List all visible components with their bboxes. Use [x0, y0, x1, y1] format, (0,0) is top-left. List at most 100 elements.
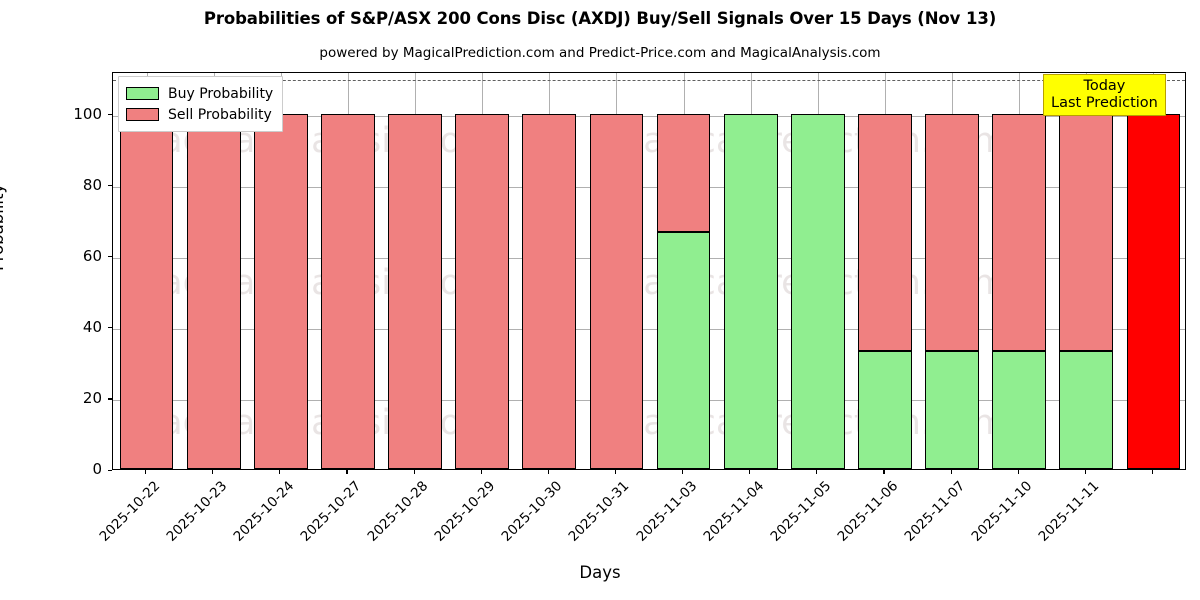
bar-group[interactable]: [119, 73, 174, 469]
chart-title: Probabilities of S&P/ASX 200 Cons Disc (…: [203, 9, 997, 28]
x-tick-label: 2025-10-31: [565, 478, 633, 545]
y-tick-label: 80: [82, 175, 102, 194]
threshold-dashed-line: [113, 80, 1185, 82]
bar-segment-buy[interactable]: [1059, 350, 1114, 469]
bar-segment-buy[interactable]: [656, 231, 711, 469]
x-tick-mark: [212, 470, 214, 474]
bar-segment-sell[interactable]: [858, 113, 912, 351]
y-tick-mark: [108, 256, 112, 258]
x-tick-mark: [950, 470, 952, 474]
x-tick-mark: [480, 470, 482, 474]
legend-item-sell: Sell Probability: [126, 104, 273, 125]
legend-label-sell: Sell Probability: [168, 106, 272, 123]
chart-legend: Buy Probability Sell Probability: [118, 76, 284, 132]
y-tick-label: 40: [82, 317, 102, 336]
x-tick-label: 2025-10-22: [96, 478, 163, 545]
bar-segment-sell[interactable]: [186, 113, 241, 469]
x-tick-label: 2025-11-10: [968, 478, 1036, 545]
bar-group[interactable]: [858, 73, 912, 469]
gridline-y-60: [113, 257, 1185, 259]
today-annotation: Today Last Prediction: [1043, 74, 1166, 117]
x-tick-mark: [547, 470, 549, 474]
x-tick-mark: [145, 470, 147, 474]
gridline-y-80: [113, 186, 1185, 188]
legend-item-buy: Buy Probability: [126, 83, 273, 104]
x-axis-label: Days: [579, 563, 621, 582]
bar-segment-sell[interactable]: [1059, 113, 1114, 351]
x-tick-label: 2025-11-05: [767, 478, 835, 545]
bar-segment-today[interactable]: [1126, 113, 1181, 469]
bar-group[interactable]: [1059, 73, 1114, 469]
x-tick-mark: [1084, 470, 1086, 474]
bar-group[interactable]: [589, 73, 644, 469]
bar-group[interactable]: [790, 73, 845, 469]
x-tick-mark: [346, 470, 348, 474]
y-tick-label: 20: [82, 388, 102, 407]
y-tick-mark: [108, 114, 112, 116]
bar-segment-buy[interactable]: [858, 350, 912, 469]
x-tick-label: 2025-11-03: [633, 478, 700, 545]
x-tick-label: 2025-10-23: [163, 478, 231, 545]
bar-segment-buy[interactable]: [723, 113, 778, 469]
x-tick-mark: [1017, 470, 1019, 474]
bar-group[interactable]: [321, 73, 375, 469]
gridline-y-100: [113, 115, 1185, 117]
bar-segment-sell[interactable]: [992, 113, 1047, 351]
today-annotation-line2: Last Prediction: [1051, 94, 1158, 111]
bar-segment-sell[interactable]: [656, 113, 711, 232]
x-tick-mark: [749, 470, 751, 474]
x-tick-label: 2025-11-11: [1035, 478, 1103, 545]
legend-label-buy: Buy Probability: [168, 85, 274, 102]
bar-segment-buy[interactable]: [992, 350, 1047, 469]
bar-group[interactable]: [186, 73, 241, 469]
y-tick-mark: [108, 185, 112, 187]
y-tick-mark: [108, 327, 112, 329]
y-tick-mark: [108, 469, 112, 471]
bar-segment-sell[interactable]: [522, 113, 577, 469]
x-tick-mark: [1151, 470, 1154, 474]
x-tick-mark: [279, 470, 281, 474]
gridline-y-20: [113, 399, 1185, 401]
bar-group[interactable]: [656, 73, 711, 469]
bar-segment-sell[interactable]: [455, 113, 510, 469]
x-tick-mark: [682, 470, 684, 474]
bar-group[interactable]: [253, 73, 308, 469]
bar-segment-sell[interactable]: [925, 113, 979, 351]
legend-swatch-sell: [126, 108, 159, 121]
bar-group[interactable]: [455, 73, 510, 469]
today-annotation-line1: Today: [1083, 78, 1126, 94]
bar-segment-buy[interactable]: [790, 113, 845, 469]
x-tick-mark: [413, 470, 415, 474]
bar-segment-buy[interactable]: [925, 350, 979, 469]
bar-group[interactable]: [522, 73, 577, 469]
gridline-y-40: [113, 328, 1185, 330]
x-tick-label: 2025-10-28: [364, 478, 432, 545]
bar-segment-sell[interactable]: [253, 113, 308, 469]
y-tick-label: 60: [82, 246, 102, 265]
x-tick-label: 2025-11-07: [901, 478, 969, 545]
x-tick-label: 2025-10-29: [431, 478, 499, 545]
bar-segment-sell[interactable]: [119, 113, 174, 469]
bar-group[interactable]: [388, 73, 442, 469]
bar-group[interactable]: [1126, 73, 1181, 469]
x-tick-label: 2025-11-06: [834, 478, 902, 545]
plot-clip: MagicalAnalysis.comMagicalPrediction.com…: [113, 73, 1185, 469]
y-tick-label: 0: [92, 460, 102, 478]
bar-segment-sell[interactable]: [321, 113, 375, 469]
x-tick-label: 2025-10-24: [230, 478, 298, 545]
chart-subtitle: powered by MagicalPrediction.com and Pre…: [319, 45, 881, 61]
y-axis-label: Probability: [0, 183, 7, 271]
y-tick-mark: [108, 398, 112, 400]
bar-segment-sell[interactable]: [388, 113, 442, 469]
x-tick-mark: [883, 470, 885, 474]
x-tick-label: 2025-10-30: [498, 478, 566, 545]
x-tick-label: 2025-10-27: [297, 478, 365, 545]
x-tick-mark: [816, 470, 818, 474]
bar-group[interactable]: [992, 73, 1047, 469]
bar-segment-sell[interactable]: [589, 113, 644, 469]
bar-group[interactable]: [723, 73, 778, 469]
bar-group[interactable]: [925, 73, 979, 469]
y-tick-label: 100: [73, 104, 102, 123]
x-tick-label: 2025-11-04: [700, 478, 768, 545]
